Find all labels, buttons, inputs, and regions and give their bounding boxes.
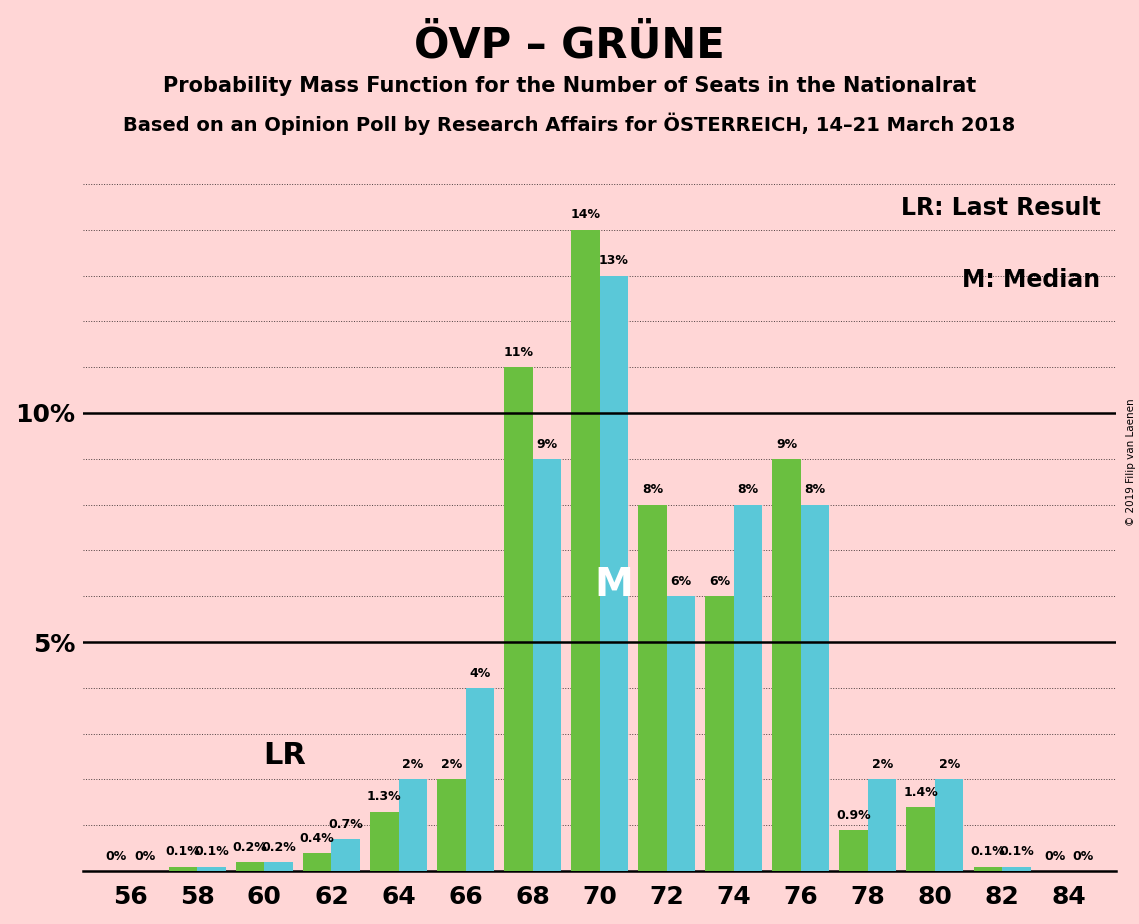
Text: © 2019 Filip van Laenen: © 2019 Filip van Laenen <box>1125 398 1136 526</box>
Text: 14%: 14% <box>571 209 600 222</box>
Text: 8%: 8% <box>642 483 663 496</box>
Bar <box>571 230 599 871</box>
Text: 13%: 13% <box>599 254 629 267</box>
Bar <box>705 596 734 871</box>
Bar <box>1002 867 1031 871</box>
Bar <box>169 867 197 871</box>
Bar <box>935 780 964 871</box>
Bar <box>370 811 399 871</box>
Text: 9%: 9% <box>776 438 797 451</box>
Text: 9%: 9% <box>536 438 557 451</box>
Bar <box>801 505 829 871</box>
Text: 0.7%: 0.7% <box>328 818 363 831</box>
Bar <box>505 367 533 871</box>
Text: 0.9%: 0.9% <box>836 808 871 821</box>
Text: 1.4%: 1.4% <box>903 785 939 798</box>
Bar <box>666 596 695 871</box>
Bar <box>734 505 762 871</box>
Bar <box>868 780 896 871</box>
Text: 1.3%: 1.3% <box>367 790 402 803</box>
Text: 0.1%: 0.1% <box>999 845 1034 858</box>
Text: 8%: 8% <box>804 483 826 496</box>
Text: 0.2%: 0.2% <box>232 841 268 854</box>
Text: ÖVP – GRÜNE: ÖVP – GRÜNE <box>415 24 724 66</box>
Bar <box>303 853 331 871</box>
Text: 2%: 2% <box>939 759 960 772</box>
Text: 0.1%: 0.1% <box>165 845 200 858</box>
Text: Probability Mass Function for the Number of Seats in the Nationalrat: Probability Mass Function for the Number… <box>163 76 976 96</box>
Text: 11%: 11% <box>503 346 533 359</box>
Text: 6%: 6% <box>708 575 730 588</box>
Bar <box>437 780 466 871</box>
Text: 0.1%: 0.1% <box>970 845 1005 858</box>
Bar <box>772 459 801 871</box>
Text: 6%: 6% <box>671 575 691 588</box>
Bar <box>197 867 226 871</box>
Bar <box>907 807 935 871</box>
Text: M: M <box>595 566 633 604</box>
Bar <box>264 862 293 871</box>
Text: Based on an Opinion Poll by Research Affairs for ÖSTERREICH, 14–21 March 2018: Based on an Opinion Poll by Research Aff… <box>123 113 1016 135</box>
Bar <box>399 780 427 871</box>
Text: M: Median: M: Median <box>962 268 1100 291</box>
Text: 4%: 4% <box>469 666 491 680</box>
Text: 8%: 8% <box>737 483 759 496</box>
Bar <box>236 862 264 871</box>
Text: 0%: 0% <box>1073 850 1093 863</box>
Text: LR: Last Result: LR: Last Result <box>901 197 1100 221</box>
Bar <box>466 687 494 871</box>
Text: 0%: 0% <box>134 850 155 863</box>
Text: 0.4%: 0.4% <box>300 832 335 845</box>
Text: 2%: 2% <box>402 759 424 772</box>
Bar <box>331 839 360 871</box>
Bar <box>638 505 666 871</box>
Text: 2%: 2% <box>871 759 893 772</box>
Bar <box>533 459 562 871</box>
Bar <box>839 830 868 871</box>
Text: 0.2%: 0.2% <box>261 841 296 854</box>
Bar <box>974 867 1002 871</box>
Text: LR: LR <box>263 741 306 771</box>
Bar <box>599 275 629 871</box>
Text: 2%: 2% <box>441 759 462 772</box>
Text: 0%: 0% <box>106 850 126 863</box>
Text: 0.1%: 0.1% <box>195 845 229 858</box>
Text: 0%: 0% <box>1044 850 1065 863</box>
